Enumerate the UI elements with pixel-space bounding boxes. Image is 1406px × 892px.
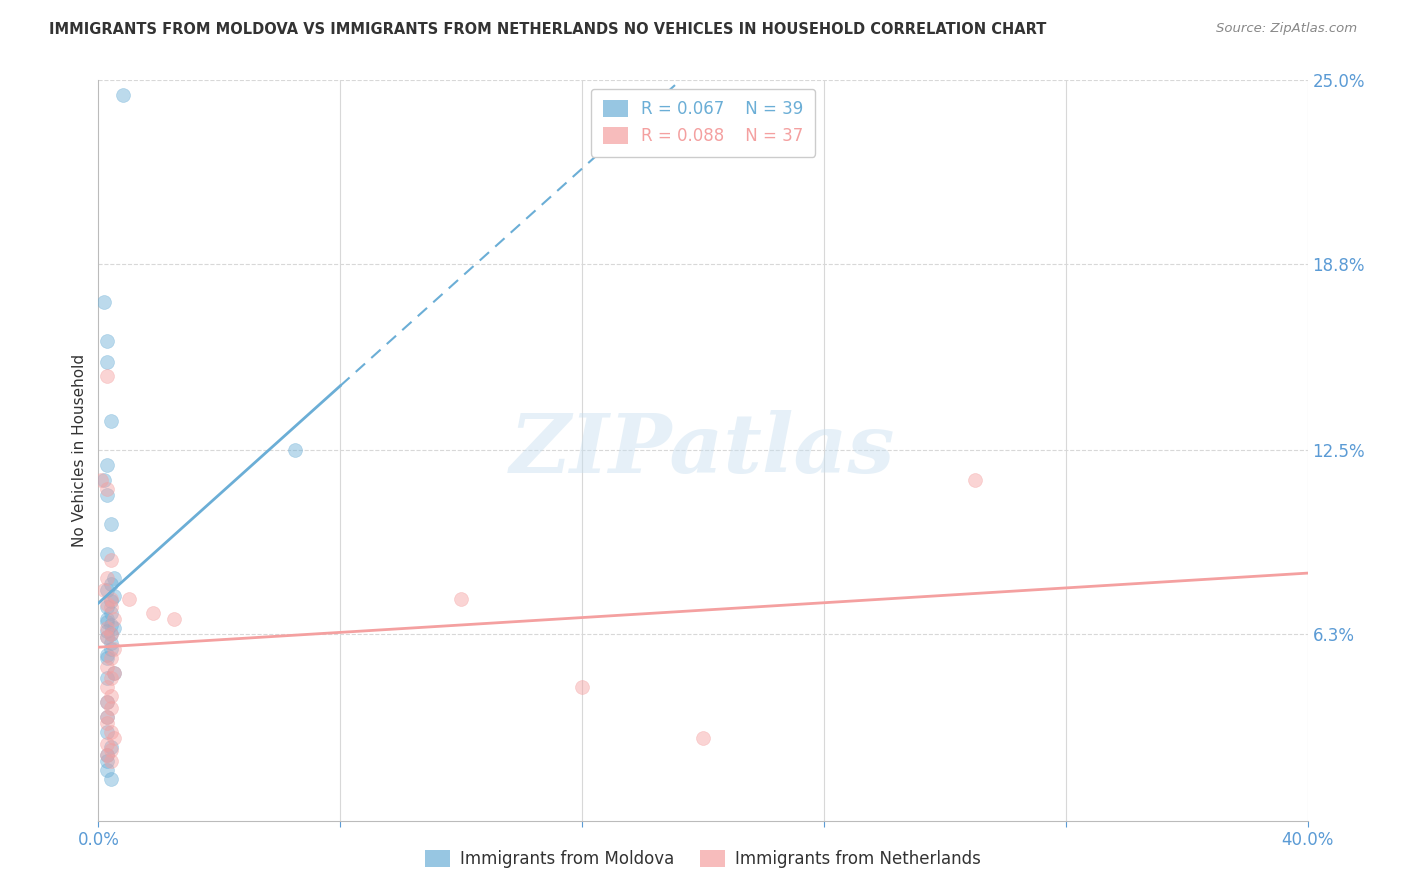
Point: [100, 650, 122, 665]
Point: [93, 582, 115, 597]
Y-axis label: No Vehicles in Household: No Vehicles in Household: [72, 354, 87, 547]
Point: [96, 724, 118, 739]
Point: [103, 665, 125, 680]
Point: [96, 612, 118, 626]
Point: [96, 695, 118, 709]
Point: [100, 618, 122, 632]
Point: [96, 695, 118, 709]
Point: [96, 681, 118, 695]
Point: [96, 737, 118, 751]
Point: [100, 739, 122, 754]
Point: [96, 648, 118, 662]
Text: ZIPatlas: ZIPatlas: [510, 410, 896, 491]
Point: [93, 473, 115, 487]
Point: [96, 715, 118, 730]
Point: [100, 517, 122, 532]
Point: [692, 731, 714, 745]
Point: [103, 571, 125, 585]
Point: [96, 650, 118, 665]
Point: [96, 624, 118, 639]
Point: [90, 473, 112, 487]
Point: [284, 443, 307, 458]
Point: [142, 607, 165, 621]
Point: [100, 594, 122, 608]
Point: [100, 576, 122, 591]
Point: [96, 582, 118, 597]
Point: [100, 772, 122, 787]
Point: [100, 742, 122, 756]
Point: [103, 731, 125, 745]
Legend: R = 0.067    N = 39, R = 0.088    N = 37: R = 0.067 N = 39, R = 0.088 N = 37: [591, 88, 815, 157]
Point: [100, 553, 122, 567]
Point: [450, 591, 472, 606]
Point: [100, 690, 122, 704]
Point: [100, 607, 122, 621]
Point: [96, 369, 118, 384]
Point: [96, 630, 118, 644]
Point: [100, 627, 122, 641]
Point: [571, 681, 593, 695]
Point: [96, 334, 118, 348]
Point: [100, 600, 122, 615]
Point: [96, 547, 118, 561]
Point: [96, 710, 118, 724]
Point: [100, 755, 122, 769]
Point: [100, 724, 122, 739]
Text: IMMIGRANTS FROM MOLDOVA VS IMMIGRANTS FROM NETHERLANDS NO VEHICLES IN HOUSEHOLD : IMMIGRANTS FROM MOLDOVA VS IMMIGRANTS FR…: [49, 22, 1046, 37]
Point: [96, 482, 118, 496]
Point: [100, 627, 122, 641]
Point: [118, 591, 141, 606]
Point: [96, 615, 118, 630]
Point: [93, 295, 115, 310]
Point: [100, 591, 122, 606]
Point: [96, 630, 118, 644]
Point: [96, 748, 118, 763]
Point: [96, 672, 118, 686]
Point: [96, 764, 118, 778]
Point: [111, 88, 134, 103]
Text: Source: ZipAtlas.com: Source: ZipAtlas.com: [1216, 22, 1357, 36]
Point: [96, 755, 118, 769]
Point: [163, 612, 186, 626]
Point: [96, 710, 118, 724]
Point: [96, 354, 118, 368]
Point: [103, 621, 125, 635]
Point: [96, 571, 118, 585]
Point: [96, 458, 118, 473]
Point: [965, 473, 987, 487]
Point: [100, 672, 122, 686]
Point: [96, 488, 118, 502]
Point: [100, 636, 122, 650]
Point: [100, 641, 122, 656]
Point: [103, 612, 125, 626]
Point: [96, 621, 118, 635]
Point: [96, 748, 118, 763]
Point: [103, 665, 125, 680]
Point: [96, 600, 118, 615]
Point: [100, 414, 122, 428]
Point: [96, 659, 118, 673]
Point: [103, 589, 125, 603]
Point: [96, 598, 118, 612]
Legend: Immigrants from Moldova, Immigrants from Netherlands: Immigrants from Moldova, Immigrants from…: [419, 843, 987, 875]
Point: [103, 641, 125, 656]
Point: [100, 701, 122, 715]
